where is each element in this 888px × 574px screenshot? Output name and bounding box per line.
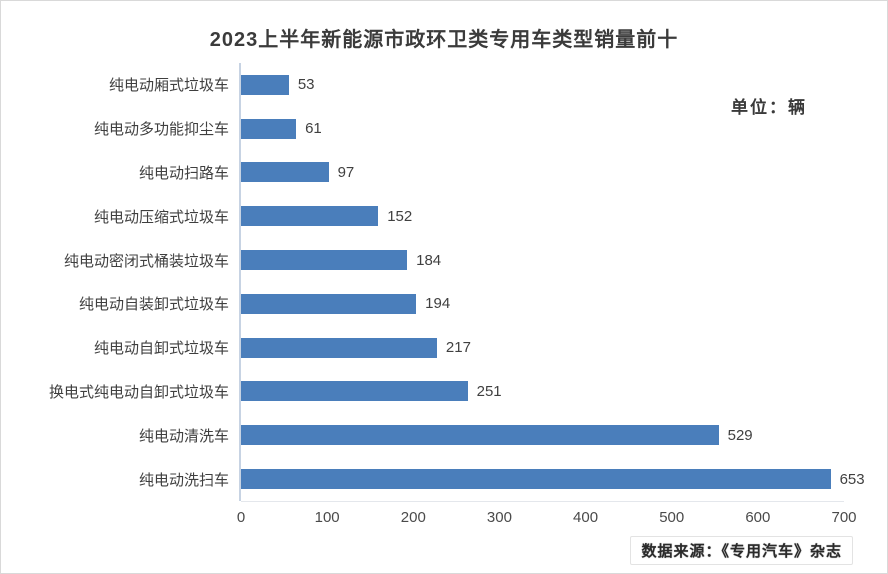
bar — [241, 425, 719, 446]
bar — [241, 162, 329, 183]
bar-row: 换电式纯电动自卸式垃圾车 251 — [9, 369, 873, 414]
x-tick: 700 — [831, 509, 857, 526]
value-label: 61 — [305, 120, 322, 138]
chart-title: 2023上半年新能源市政环卫类专用车类型销量前十 — [209, 29, 679, 51]
category-label: 换电式纯电动自卸式垃圾车 — [48, 384, 229, 401]
x-tick: 300 — [486, 509, 512, 526]
category-label: 纯电动压缩式垃圾车 — [93, 209, 229, 226]
bar-rows: 纯电动厢式垃圾车 53 纯电动多功能抑尘车 61 纯电动扫路车 97 — [9, 63, 873, 501]
value-label: 194 — [425, 295, 451, 313]
category-label: 纯电动厢式垃圾车 — [108, 78, 229, 95]
value-label: 97 — [337, 163, 355, 181]
bar — [241, 206, 379, 227]
bar-row: 纯电动扫路车 97 — [9, 150, 873, 195]
bar-chart: 纯电动厢式垃圾车 53 纯电动多功能抑尘车 61 纯电动扫路车 97 — [9, 63, 873, 501]
bar — [241, 337, 437, 358]
category-label: 纯电动清洗车 — [138, 428, 229, 445]
x-tick: 100 — [314, 509, 340, 526]
x-tick: 500 — [659, 509, 685, 526]
bar-row: 纯电动洗扫车 653 — [9, 457, 873, 501]
bar — [241, 469, 831, 490]
bar-track: 53 — [239, 63, 873, 107]
bar-track: 61 — [239, 106, 873, 151]
bar-track: 184 — [239, 238, 873, 282]
bar-row: 纯电动密闭式桶装垃圾车 184 — [9, 238, 873, 282]
bar-track: 217 — [239, 325, 873, 370]
bar-track: 97 — [239, 150, 873, 195]
bar — [241, 250, 408, 271]
bar-row: 纯电动自卸式垃圾车 217 — [9, 325, 873, 370]
data-source-watermark: 数据来源：《专用汽车》杂志 — [630, 536, 853, 565]
bar-track: 194 — [239, 281, 873, 326]
category-label: 纯电动洗扫车 — [138, 472, 229, 489]
bar-row: 纯电动自装卸式垃圾车 194 — [9, 281, 873, 326]
category-label: 纯电动密闭式桶装垃圾车 — [63, 253, 229, 270]
unit-label: 单位：辆 — [731, 98, 807, 117]
bar — [241, 381, 468, 402]
x-tick: 200 — [400, 509, 426, 526]
value-label: 251 — [476, 382, 502, 400]
x-tick: 600 — [745, 509, 771, 526]
bar-track: 529 — [239, 413, 873, 458]
category-label: 纯电动扫路车 — [138, 165, 229, 182]
value-label: 529 — [727, 426, 753, 444]
x-tick: 0 — [236, 509, 246, 526]
category-label: 纯电动自装卸式垃圾车 — [78, 297, 229, 314]
bar-row: 纯电动清洗车 529 — [9, 413, 873, 458]
bar-track: 152 — [239, 194, 873, 239]
category-label: 纯电动自卸式垃圾车 — [93, 341, 229, 358]
value-label: 653 — [839, 470, 865, 488]
bar-track: 251 — [239, 369, 873, 414]
bar — [241, 118, 297, 139]
value-label: 217 — [445, 339, 471, 357]
x-axis: 0 100 200 300 400 500 600 700 — [237, 501, 857, 527]
value-label: 152 — [387, 207, 413, 225]
value-label: 53 — [297, 76, 315, 94]
x-tick: 400 — [573, 509, 599, 526]
category-label: 纯电动多功能抑尘车 — [93, 122, 229, 139]
bar-track: 653 — [239, 457, 873, 501]
bar-row: 纯电动厢式垃圾车 53 — [9, 63, 873, 107]
value-label: 184 — [416, 251, 442, 269]
bar-row: 纯电动多功能抑尘车 61 — [9, 106, 873, 151]
bar-row: 纯电动压缩式垃圾车 152 — [9, 194, 873, 239]
bar — [241, 74, 289, 95]
bar — [241, 293, 417, 314]
